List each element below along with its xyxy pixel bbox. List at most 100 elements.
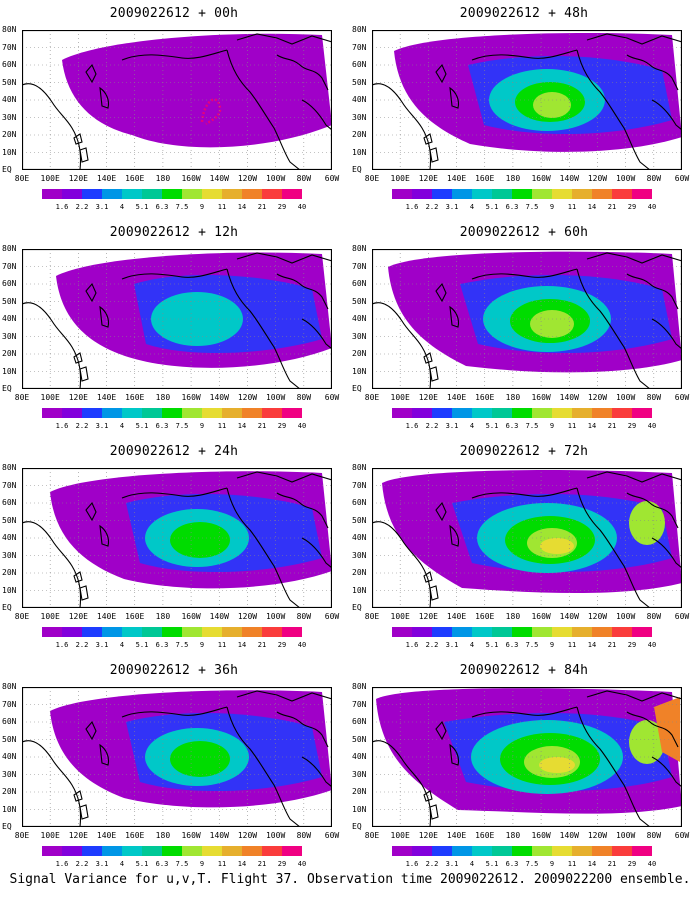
colorbar-swatch <box>202 189 222 199</box>
colorbar-swatch <box>432 189 452 199</box>
longitude-tick-label: 100E <box>40 831 60 840</box>
map-panel: 2009022612 + 48h 80N 70N 60N 50N 40N 30N 20N 10N… <box>352 6 694 226</box>
latitude-tick-label: 50N <box>352 296 367 306</box>
longitude-tick-label: 160E <box>125 393 145 402</box>
latitude-tick-label: EQ <box>2 384 12 393</box>
variance-contour-east <box>629 720 665 764</box>
colorbar-swatch <box>82 408 102 418</box>
longitude-tick-label: 180 <box>505 612 521 621</box>
longitude-tick-label: 100E <box>40 174 60 183</box>
latitude-tick-label: 40N <box>2 314 17 323</box>
longitude-tick-label: 160E <box>475 393 495 402</box>
colorbar-swatch <box>492 627 512 637</box>
colorbar-label: 1.6 <box>405 422 419 430</box>
colorbar-swatch <box>512 189 532 199</box>
colorbar-label: 14 <box>237 203 247 211</box>
longitude-tick-label: 120W <box>237 393 258 402</box>
colorbar-swatch <box>262 846 282 856</box>
colorbar-label: 29 <box>277 641 287 649</box>
colorbar-label: 1.6 <box>405 641 419 649</box>
colorbar-label: 40 <box>647 641 657 649</box>
longitude-tick-label: 160W <box>531 831 551 840</box>
latitude-tick-label: 70N <box>2 261 17 271</box>
colorbar-swatch <box>182 846 202 856</box>
latitude-tick-label: 80N <box>352 244 367 253</box>
longitude-tick-label: 180 <box>505 393 521 402</box>
colorbar-label: 29 <box>277 422 287 430</box>
colorbar-label: 40 <box>297 860 307 868</box>
map-frame <box>22 249 332 389</box>
colorbar-label: 9 <box>549 422 555 430</box>
longitude-tick-label: 80W <box>646 393 662 402</box>
colorbar-label: 14 <box>587 860 597 868</box>
colorbar-label: 5.1 <box>135 203 149 211</box>
map-frame <box>22 30 332 170</box>
latitude-tick-label: 10N <box>352 147 367 157</box>
longitude-tick-label: 100W <box>265 612 286 621</box>
latitude-tick-label: 70N <box>352 42 367 52</box>
latitude-tick-label: 80N <box>2 244 17 253</box>
colorbar-swatch <box>392 189 412 199</box>
colorbar-label: 14 <box>587 203 597 211</box>
colorbar-label: 6.3 <box>505 860 519 868</box>
colorbar-label: 4 <box>119 641 125 649</box>
latitude-tick-label: 10N <box>352 366 367 376</box>
colorbar-swatch <box>532 408 552 418</box>
variance-contour-inner <box>151 292 243 346</box>
colorbar-swatch <box>182 627 202 637</box>
latitude-tick-label: 80N <box>352 463 367 472</box>
colorbar-swatch <box>592 627 612 637</box>
colorbar-swatch <box>202 846 222 856</box>
colorbar-swatch <box>412 408 432 418</box>
longitude-tick-label: 160W <box>531 393 551 402</box>
colorbar-swatch <box>102 846 122 856</box>
longitude-tick-label: 140E <box>96 174 117 183</box>
latitude-tick-label: 30N <box>352 550 367 560</box>
colorbar-label: 6.3 <box>155 422 169 430</box>
colorbar-label: 3.1 <box>95 641 109 649</box>
latitude-tick-label: 30N <box>352 112 367 122</box>
variance-map <box>372 249 682 389</box>
colorbar-swatch <box>242 846 262 856</box>
colorbar-swatch <box>532 189 552 199</box>
colorbar-label: 40 <box>647 422 657 430</box>
colorbar-label: 40 <box>297 203 307 211</box>
longitude-tick-label: 160E <box>125 831 145 840</box>
longitude-tick-label: 120E <box>68 831 88 840</box>
colorbar-swatch <box>262 408 282 418</box>
latitude-tick-label: 70N <box>352 261 367 271</box>
colorbar-swatch <box>202 627 222 637</box>
colorbar <box>42 846 302 856</box>
colorbar-swatch <box>222 627 242 637</box>
colorbar-label: 2.2 <box>425 860 439 868</box>
colorbar-label: 11 <box>217 860 227 868</box>
longitude-tick-label: 160W <box>181 393 201 402</box>
latitude-tick-label: 40N <box>352 752 367 761</box>
variance-contour-max <box>539 757 575 773</box>
colorbar-swatch <box>82 846 102 856</box>
longitude-tick-label: 180 <box>155 174 171 183</box>
longitude-tick-label: 80E <box>364 612 380 621</box>
colorbar-swatch <box>452 846 472 856</box>
colorbar-swatch <box>222 846 242 856</box>
colorbar-swatch <box>512 846 532 856</box>
colorbar-label: 4 <box>469 860 475 868</box>
colorbar-swatch <box>632 189 652 199</box>
longitude-tick-label: 80W <box>646 612 662 621</box>
colorbar <box>392 189 652 199</box>
colorbar-swatch <box>392 846 412 856</box>
longitude-tick-label: 80E <box>364 831 380 840</box>
coastline <box>372 471 682 608</box>
colorbar-swatch <box>122 189 142 199</box>
longitude-tick-label: 80E <box>364 174 380 183</box>
longitude-tick-label: 60W <box>324 831 340 840</box>
colorbar-swatch <box>472 627 492 637</box>
colorbar <box>42 408 302 418</box>
colorbar-label: 11 <box>217 203 227 211</box>
colorbar-label: 2.2 <box>75 860 89 868</box>
colorbar <box>392 627 652 637</box>
longitude-tick-label: 120W <box>587 393 608 402</box>
latitude-tick-label: 10N <box>352 585 367 595</box>
longitude-tick-label: 100W <box>615 174 636 183</box>
colorbar-swatch <box>612 627 632 637</box>
